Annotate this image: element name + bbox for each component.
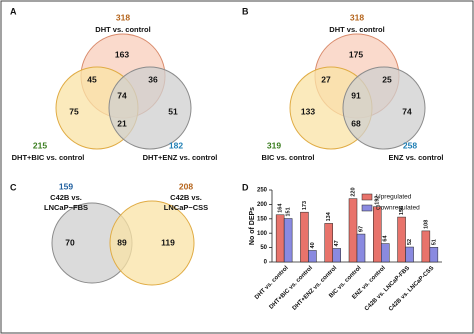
bar [381, 243, 390, 263]
bar [300, 211, 309, 263]
bar [283, 218, 293, 263]
bar [332, 248, 341, 263]
region-count: 68 [351, 118, 361, 128]
value-label: 164 [278, 203, 284, 213]
legend-label: Upregulated [376, 194, 412, 201]
bar [275, 214, 285, 263]
set-name: C42B vs. [170, 193, 202, 202]
legend-swatch [361, 193, 373, 201]
bar [308, 250, 317, 263]
region-count: 36 [148, 74, 158, 84]
bar [405, 246, 414, 263]
region-count: 74 [402, 106, 412, 116]
value-label: 134 [326, 211, 332, 221]
set-total: 215 [33, 140, 47, 150]
region-count: 21 [117, 118, 127, 128]
set-name: ENZ vs. control [388, 153, 443, 162]
value-label: 151 [286, 207, 292, 216]
value-label: 40 [310, 242, 316, 248]
venn-circle [108, 66, 192, 150]
bar [348, 198, 358, 263]
region-count: 91 [351, 90, 361, 100]
region-count: 75 [69, 106, 79, 116]
bar [429, 247, 439, 263]
venn-circle [342, 66, 426, 150]
value-label: 108 [423, 220, 429, 229]
region-count: 119 [161, 237, 175, 247]
region-count: 27 [321, 74, 331, 84]
x-tick-label: C42B vs. LNCaP-CSS [388, 265, 435, 312]
bar [421, 230, 431, 263]
set-name: LNCaP−FBS [44, 203, 88, 212]
legend-swatch [361, 204, 373, 212]
set-total: 182 [169, 140, 183, 150]
set-total: 318 [350, 12, 364, 22]
set-name: DHT+BIC vs. control [12, 153, 85, 162]
bar [397, 216, 406, 263]
legend-label: Downregulated [376, 205, 420, 212]
y-tick-label: 150 [257, 216, 268, 222]
region-count: 45 [87, 74, 97, 84]
set-total: 258 [403, 140, 417, 150]
y-tick-label: 50 [260, 245, 267, 251]
bar [324, 223, 333, 263]
panel-letter: C [10, 182, 17, 192]
region-count: 74 [117, 90, 127, 100]
bar [356, 233, 366, 263]
set-name: DHT+ENZ vs. control [143, 153, 218, 162]
value-label: 52 [407, 239, 413, 245]
set-total: 208 [179, 181, 193, 191]
region-count: 25 [382, 74, 392, 84]
y-tick-label: 200 [257, 202, 268, 208]
region-count: 89 [117, 237, 127, 247]
value-label: 64 [383, 235, 389, 242]
set-name: DHT vs. control [329, 25, 384, 34]
y-axis-label: No of DEPs [249, 207, 256, 245]
set-total: 319 [267, 140, 281, 150]
value-label: 51 [431, 239, 437, 245]
value-label: 97 [358, 226, 364, 232]
set-name: C42B vs. [50, 193, 82, 202]
set-name: DHT vs. control [95, 25, 150, 34]
value-label: 156 [399, 206, 405, 215]
panel-letter: B [242, 6, 249, 16]
value-label: 47 [334, 240, 340, 246]
region-count: 70 [65, 237, 75, 247]
x-tick-label: DHT+BIC vs. control [269, 265, 315, 311]
region-count: 51 [168, 106, 178, 116]
value-label: 192 [375, 196, 381, 205]
panel-letter: D [242, 182, 249, 192]
y-tick-label: 100 [257, 231, 268, 237]
region-count: 163 [115, 49, 129, 59]
region-count: 133 [301, 106, 315, 116]
y-tick-label: 250 [257, 188, 268, 194]
bar [373, 206, 382, 263]
venn-circle [109, 200, 195, 286]
set-name: LNCaP−CSS [164, 203, 208, 212]
x-tick-label: C42B vs. LNCaP-FBS [364, 265, 411, 312]
set-total: 318 [116, 12, 130, 22]
set-name: BIC vs. control [262, 153, 315, 162]
y-tick-label: 0 [264, 260, 268, 266]
region-count: 175 [349, 49, 363, 59]
value-label: 173 [302, 201, 308, 210]
set-total: 159 [59, 181, 73, 191]
x-tick-label: DHT+ENZ vs. control [292, 265, 339, 312]
value-label: 220 [350, 187, 356, 196]
panel-letter: A [10, 6, 17, 16]
